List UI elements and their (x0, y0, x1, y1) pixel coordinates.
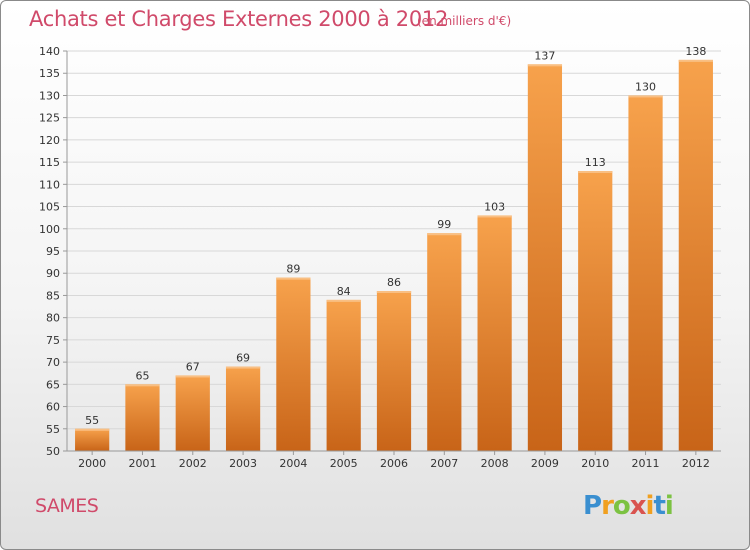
x-tick-label: 2009 (531, 457, 559, 470)
logo-letter: P (583, 491, 602, 521)
chart-subtitle: (en milliers d'€) (417, 14, 512, 28)
bar-top-highlight (477, 215, 512, 218)
bar-2005 (326, 299, 361, 451)
y-tick-label: 125 (39, 112, 60, 125)
data-label: 113 (585, 156, 606, 169)
data-label: 65 (135, 369, 149, 382)
bar-top-highlight (376, 291, 412, 293)
x-tick-label: 2011 (632, 457, 660, 470)
axes: 50 55 60 65 70 75 80 85 90 95 100 105 110 115 120 125 13… (39, 45, 721, 470)
x-tick-label: 2007 (430, 457, 458, 470)
bars: 55 65 67 69 89 84 86 99 103 137 113 130 138 (75, 45, 713, 452)
logo-letter: i (645, 491, 655, 521)
y-tick-label: 75 (46, 334, 60, 347)
y-tick-label: 130 (39, 89, 60, 102)
y-tick-label: 70 (46, 356, 60, 369)
data-label: 103 (484, 200, 505, 213)
y-tick-label: 100 (39, 223, 60, 236)
data-label: 86 (387, 276, 401, 289)
bar-top-highlight (326, 299, 361, 302)
y-tick-label: 85 (46, 289, 60, 302)
y-tick-label: 110 (39, 178, 60, 191)
bar-top-highlight (527, 64, 563, 67)
bar-top-highlight (175, 375, 210, 378)
data-label: 69 (236, 352, 250, 365)
bar-top-highlight (678, 59, 713, 62)
bar-2002 (175, 375, 210, 451)
data-label: 137 (534, 49, 555, 62)
bar-top-highlight (225, 366, 261, 369)
bar-2004 (276, 277, 311, 451)
chart-title: Achats et Charges Externes 2000 à 2012 (29, 7, 449, 31)
x-tick-label: 2003 (229, 457, 257, 470)
y-tick-label: 120 (39, 134, 60, 147)
logo-letter: i (664, 491, 674, 521)
data-label: 130 (635, 80, 656, 93)
bar-top-highlight (628, 95, 663, 98)
bar-top-highlight (427, 233, 462, 236)
logo-letter: x (629, 491, 647, 521)
bar-top-highlight (276, 277, 311, 280)
y-tick-label: 135 (39, 67, 60, 80)
y-tick-label: 60 (46, 401, 60, 414)
y-tick-label: 80 (46, 312, 60, 325)
y-tick-label: 140 (39, 45, 60, 58)
bar-top-highlight (578, 171, 613, 173)
bar-top-highlight (125, 384, 160, 387)
x-tick-label: 2002 (179, 457, 207, 470)
x-tick-label: 2000 (78, 457, 106, 470)
bar-2007 (427, 233, 462, 451)
data-label: 84 (337, 285, 351, 298)
logo-letter: o (612, 491, 631, 521)
logo-letter: t (653, 491, 665, 521)
bar-top-highlight (75, 428, 110, 431)
x-tick-label: 2006 (380, 457, 408, 470)
bar-2010 (578, 171, 613, 451)
y-tick-label: 65 (46, 378, 60, 391)
proxiti-logo: Proxiti (583, 491, 674, 521)
x-tick-label: 2008 (481, 457, 509, 470)
commune-name: SAMES (35, 495, 99, 517)
x-tick-label: 2001 (128, 457, 156, 470)
y-tick-label: 115 (39, 156, 60, 169)
data-label: 99 (437, 218, 451, 231)
x-tick-label: 2005 (330, 457, 358, 470)
data-label: 89 (286, 263, 300, 276)
bar-2012 (678, 59, 713, 452)
data-label: 67 (186, 360, 200, 373)
y-tick-label: 95 (46, 245, 60, 258)
y-tick-label: 90 (46, 267, 60, 280)
x-tick-label: 2004 (279, 457, 307, 470)
y-tick-label: 55 (46, 423, 60, 436)
x-tick-label: 2012 (682, 457, 710, 470)
data-label: 55 (85, 414, 99, 427)
bar-2000 (75, 428, 110, 451)
bar-2008 (477, 215, 512, 451)
bar-2011 (628, 95, 663, 451)
x-tick-label: 2010 (581, 457, 609, 470)
y-tick-label: 50 (46, 445, 60, 458)
data-label: 138 (685, 45, 706, 58)
bar-2001 (125, 384, 160, 451)
bar-2006 (376, 291, 412, 451)
bar-2009 (527, 64, 563, 452)
y-tick-label: 105 (39, 201, 60, 214)
bar-2003 (225, 366, 261, 451)
logo-letter: r (601, 491, 614, 521)
